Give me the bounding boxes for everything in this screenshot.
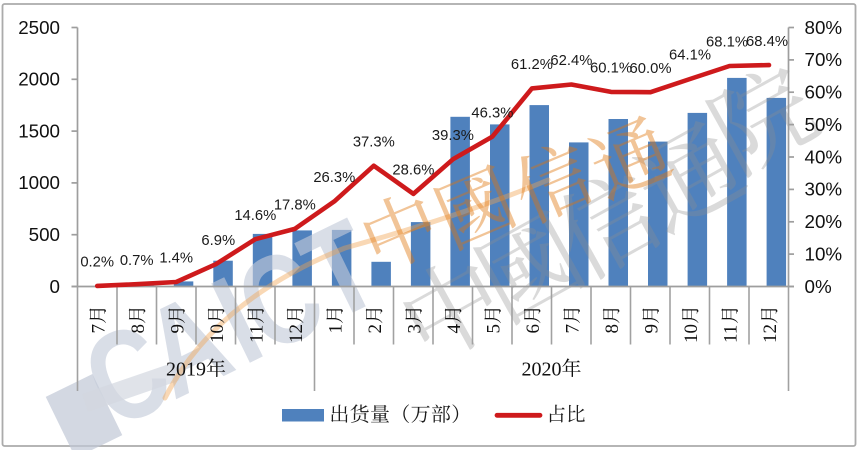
svg-text:30%: 30% (805, 179, 843, 200)
svg-text:0: 0 (50, 276, 60, 297)
svg-text:39.3%: 39.3% (432, 128, 474, 144)
svg-text:40%: 40% (805, 146, 843, 167)
svg-text:2019: 2019 (166, 359, 206, 381)
svg-text:9: 9 (167, 324, 188, 334)
svg-text:1.4%: 1.4% (159, 251, 193, 267)
svg-text:10: 10 (207, 324, 228, 343)
svg-text:12: 12 (760, 324, 781, 343)
svg-text:2020: 2020 (522, 359, 562, 381)
svg-text:7: 7 (563, 324, 584, 334)
svg-text:8: 8 (602, 324, 623, 334)
svg-text:10%: 10% (805, 243, 843, 264)
svg-text:2500: 2500 (18, 17, 60, 38)
svg-text:37.3%: 37.3% (353, 134, 395, 150)
svg-text:6.9%: 6.9% (201, 233, 235, 249)
svg-text:46.3%: 46.3% (471, 105, 513, 121)
svg-text:68.4%: 68.4% (746, 34, 788, 50)
svg-text:11: 11 (246, 325, 267, 343)
svg-text:64.1%: 64.1% (669, 48, 711, 64)
svg-text:0.7%: 0.7% (120, 253, 154, 269)
svg-text:3: 3 (404, 324, 425, 334)
svg-text:20%: 20% (805, 211, 843, 232)
svg-text:62.4%: 62.4% (550, 53, 592, 69)
svg-text:6: 6 (523, 324, 544, 334)
svg-text:60.0%: 60.0% (630, 61, 672, 77)
svg-text:0.2%: 0.2% (80, 255, 114, 271)
svg-text:500: 500 (29, 224, 60, 245)
svg-text:8: 8 (128, 324, 149, 334)
svg-text:1000: 1000 (18, 172, 60, 193)
svg-text:4: 4 (444, 324, 465, 334)
svg-text:1500: 1500 (18, 120, 60, 141)
svg-text:10: 10 (681, 324, 702, 343)
svg-text:60%: 60% (805, 82, 843, 103)
svg-text:1: 1 (325, 324, 346, 334)
svg-text:26.3%: 26.3% (313, 170, 355, 186)
svg-text:80%: 80% (805, 17, 843, 38)
svg-text:70%: 70% (805, 49, 843, 70)
svg-text:61.2%: 61.2% (511, 57, 553, 73)
svg-text:50%: 50% (805, 114, 843, 135)
svg-text:60.1%: 60.1% (590, 61, 632, 77)
svg-text:14.6%: 14.6% (234, 208, 276, 224)
svg-text:2000: 2000 (18, 69, 60, 90)
svg-text:7: 7 (89, 324, 110, 334)
svg-text:17.8%: 17.8% (274, 198, 316, 214)
svg-text:0%: 0% (805, 276, 832, 297)
svg-text:9: 9 (642, 324, 663, 334)
svg-text:28.6%: 28.6% (392, 163, 434, 179)
svg-text:68.1%: 68.1% (706, 35, 748, 51)
svg-text:12: 12 (286, 324, 307, 343)
svg-text:2: 2 (365, 324, 386, 334)
svg-text:5: 5 (483, 324, 504, 334)
svg-text:11: 11 (721, 325, 742, 343)
